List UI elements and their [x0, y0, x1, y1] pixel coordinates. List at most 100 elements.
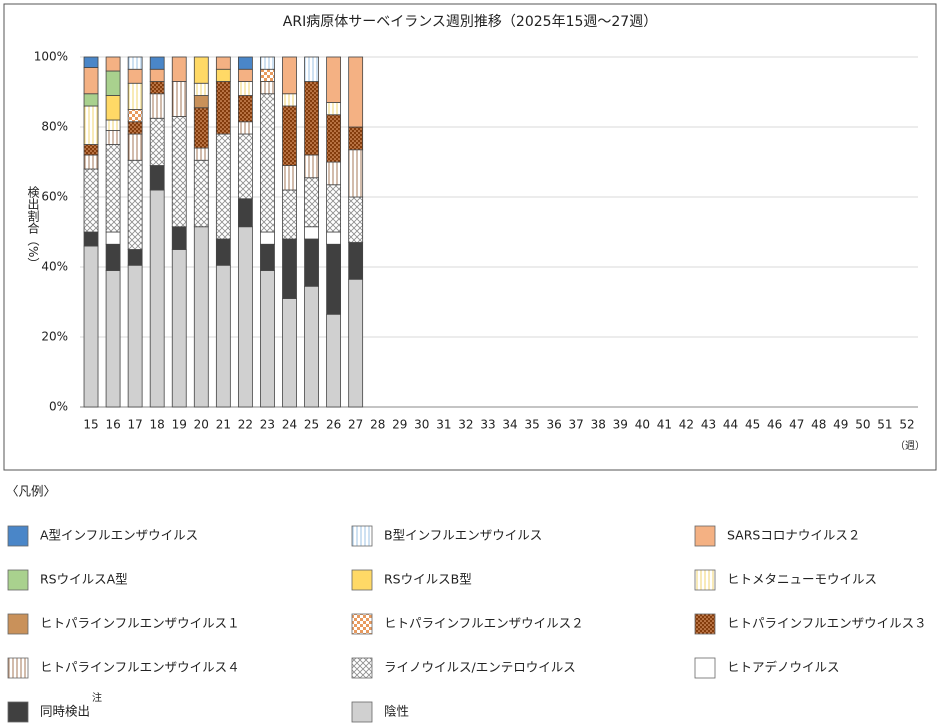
x-tick-label: 17: [127, 418, 142, 432]
bar-segment: [149, 117, 165, 166]
bar-segment: [282, 298, 297, 408]
bar-segment: [127, 68, 143, 84]
bar-segment: [149, 81, 165, 95]
bar-segment: [237, 133, 253, 200]
chart-title: ARI病原体サーベイランス週別推移（2025年15週～27週）: [283, 14, 657, 30]
legend-label: 陰性: [384, 704, 409, 719]
bar-segment: [149, 68, 165, 82]
bar-segment: [105, 144, 121, 233]
bar-segment: [282, 105, 297, 166]
bar-segment: [105, 231, 121, 245]
bar-segment: [105, 95, 121, 121]
bar-segment: [83, 154, 99, 170]
bar-segment: [237, 68, 253, 82]
legend-swatch: [7, 569, 29, 591]
bar-segment: [326, 313, 342, 408]
bar-segment: [193, 95, 209, 109]
x-tick-label: 51: [877, 418, 892, 432]
bar-segment: [171, 56, 187, 82]
legend-label: ヒトパラインフルエンザウイルス３: [727, 616, 927, 631]
bar-segment: [304, 177, 319, 228]
bar-segment: [326, 243, 342, 315]
legend-swatch: [351, 525, 373, 547]
bar-segment: [304, 226, 319, 240]
legend-swatch: [694, 613, 716, 635]
y-tick-label: 0%: [49, 400, 68, 414]
bar-segment: [127, 56, 143, 70]
bar-segment: [83, 56, 99, 68]
bar-segment: [348, 149, 364, 198]
legend-label: 同時検出: [40, 704, 90, 719]
bar-segment: [215, 81, 231, 135]
x-tick-label: 22: [238, 418, 253, 432]
bar-segment: [83, 105, 99, 145]
bar-segment: [237, 56, 253, 70]
legend-swatch: [694, 525, 716, 547]
x-tick-label: 28: [370, 418, 385, 432]
bar-segment: [304, 238, 319, 287]
x-tick-label: 39: [613, 418, 628, 432]
bar-segment: [304, 285, 319, 408]
bar-segment: [237, 95, 253, 123]
bar-segment: [127, 264, 143, 408]
x-tick-label: 34: [502, 418, 517, 432]
bar-segment: [83, 144, 99, 156]
bar-segment: [105, 119, 121, 131]
x-tick-label: 21: [216, 418, 231, 432]
legend-swatch: [694, 569, 716, 591]
bar-segment: [326, 184, 342, 233]
x-axis-unit: （週）: [895, 440, 925, 452]
bar-segment: [105, 270, 121, 408]
x-tick-label: 50: [855, 418, 870, 432]
x-tick-label: 45: [745, 418, 760, 432]
x-tick-label: 46: [767, 418, 782, 432]
legend-label: ヒトメタニューモウイルス: [727, 572, 877, 587]
bar-segment: [237, 198, 253, 228]
x-tick-label: 26: [326, 418, 341, 432]
y-tick-label: 60%: [41, 190, 68, 204]
x-tick-label: 15: [83, 418, 98, 432]
bar-segment: [127, 82, 143, 110]
bar-segment: [149, 189, 165, 408]
bar-segment: [149, 165, 165, 191]
legend-swatch: [694, 657, 716, 679]
legend-label: RSウイルスB型: [384, 572, 472, 587]
x-tick-label: 41: [657, 418, 672, 432]
bar-segment: [237, 121, 253, 135]
legend-title: 〈凡例〉: [6, 484, 56, 499]
bar-segment: [83, 231, 99, 247]
bar-segment: [282, 56, 297, 95]
bar-segment: [348, 196, 364, 243]
y-tick-label: 100%: [34, 50, 68, 64]
x-tick-label: 48: [811, 418, 826, 432]
x-tick-label: 24: [282, 418, 297, 432]
x-tick-label: 20: [194, 418, 209, 432]
legend-label: B型インフルエンザウイルス: [384, 528, 542, 543]
bar-segment: [348, 242, 364, 280]
legend-swatch: [7, 613, 29, 635]
bar-segment: [326, 56, 342, 103]
bar-segment: [193, 226, 209, 408]
bar-segment: [127, 159, 143, 250]
x-tick-label: 42: [679, 418, 694, 432]
bar-segment: [127, 121, 143, 135]
bar-segment: [105, 70, 121, 96]
x-tick-label: 23: [260, 418, 275, 432]
legend-swatch: [351, 701, 373, 723]
bar-segment: [326, 114, 342, 163]
x-tick-label: 18: [150, 418, 165, 432]
legend-label: ライノウイルス/エンテロウイルス: [384, 660, 576, 675]
legend-label: RSウイルスA型: [40, 572, 128, 587]
x-tick-label: 30: [414, 418, 429, 432]
bar-segment: [83, 168, 99, 233]
bar-segment: [83, 67, 99, 95]
bar-segment: [282, 238, 297, 299]
legend-swatch: [7, 525, 29, 547]
bar-segment: [282, 165, 297, 191]
bar-segment: [149, 93, 165, 119]
bar-segment: [260, 93, 275, 233]
bar-segment: [127, 109, 143, 123]
x-tick-label: 27: [348, 418, 363, 432]
x-tick-label: 32: [458, 418, 473, 432]
